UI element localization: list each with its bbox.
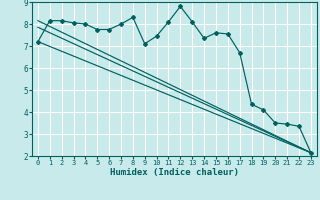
X-axis label: Humidex (Indice chaleur): Humidex (Indice chaleur) <box>110 168 239 177</box>
